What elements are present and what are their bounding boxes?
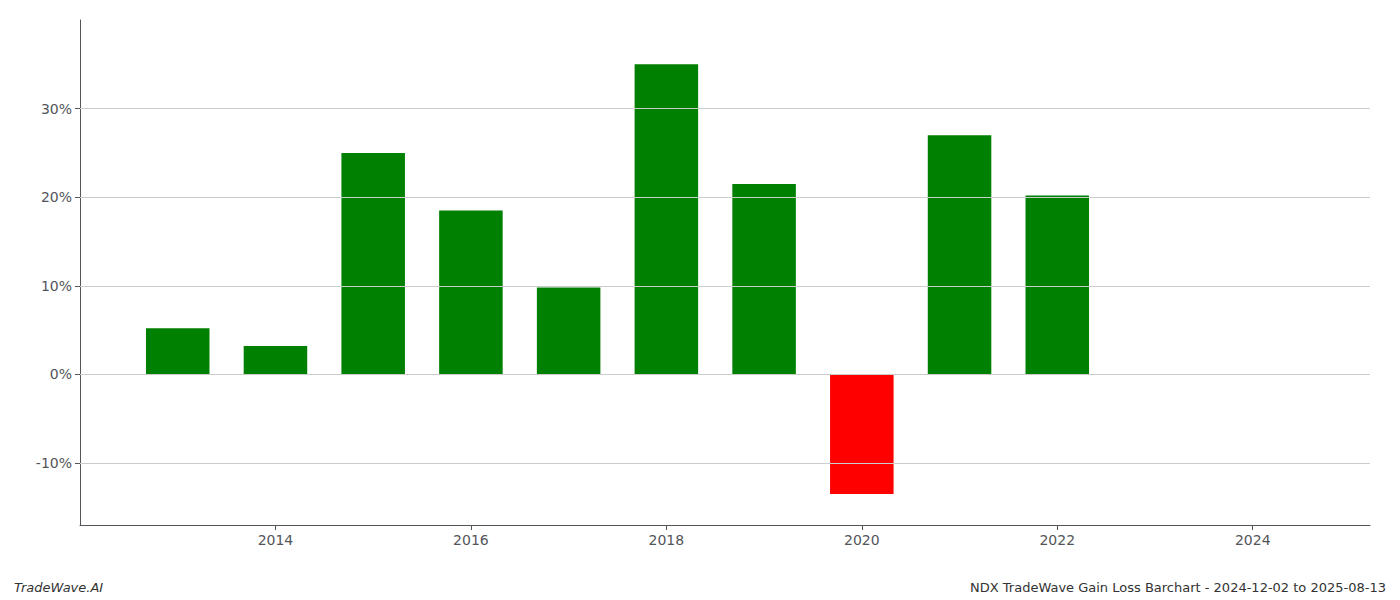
svg-text:2022: 2022 [1039, 532, 1075, 548]
svg-text:10%: 10% [41, 278, 72, 294]
svg-text:TradeWave.AI: TradeWave.AI [14, 580, 103, 595]
svg-text:2020: 2020 [844, 532, 880, 548]
svg-text:30%: 30% [41, 101, 72, 117]
svg-text:20%: 20% [41, 189, 72, 205]
svg-text:-10%: -10% [36, 455, 72, 471]
svg-text:2024: 2024 [1235, 532, 1271, 548]
svg-text:2018: 2018 [649, 532, 685, 548]
svg-text:0%: 0% [50, 366, 72, 382]
svg-text:2014: 2014 [258, 532, 294, 548]
svg-text:NDX TradeWave Gain Loss Barcha: NDX TradeWave Gain Loss Barchart - 2024-… [970, 580, 1386, 595]
svg-text:2016: 2016 [453, 532, 489, 548]
